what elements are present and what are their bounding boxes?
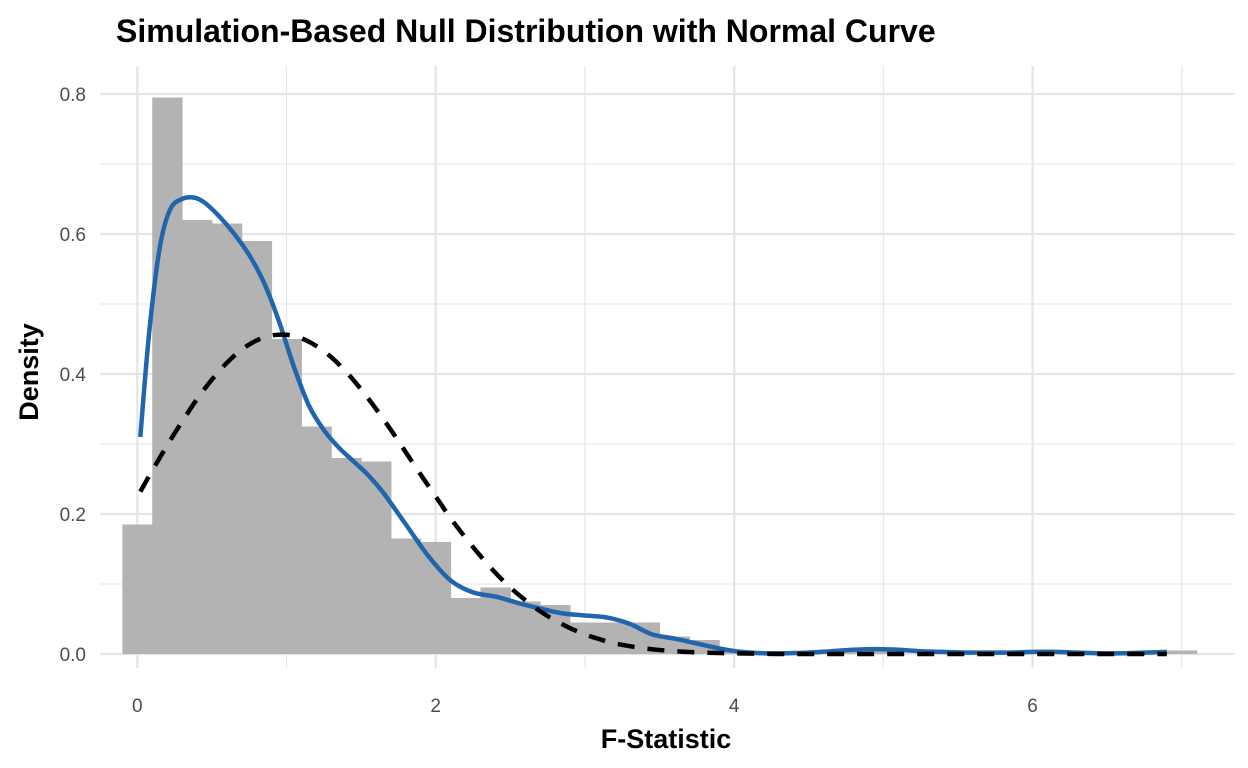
histogram-bar xyxy=(450,598,481,654)
histogram-bar xyxy=(152,97,183,654)
histogram-bar xyxy=(182,220,213,654)
histogram-bar xyxy=(122,524,153,654)
histogram-bar xyxy=(211,223,243,654)
histogram-bar xyxy=(868,650,899,654)
x-tick-label: 0 xyxy=(132,696,143,717)
density-curve-line xyxy=(138,195,1167,656)
histogram-bar xyxy=(1166,650,1198,654)
y-tick-label: 0.0 xyxy=(60,645,86,666)
y-axis-title: Density xyxy=(14,323,44,421)
histogram-bar xyxy=(599,622,631,654)
histogram-bar xyxy=(838,650,869,654)
histogram-bar xyxy=(420,542,452,654)
x-tick-label: 2 xyxy=(430,696,441,717)
x-tick-label: 4 xyxy=(729,696,740,717)
y-tick-label: 0.8 xyxy=(60,85,86,106)
x-axis-title: F-Statistic xyxy=(601,724,732,754)
histogram-bar xyxy=(331,458,362,654)
y-tick-label: 0.6 xyxy=(60,225,86,246)
x-tick-label: 6 xyxy=(1027,696,1038,717)
histogram-bar xyxy=(301,426,332,654)
x-axis-ticks: 0 2 4 6 xyxy=(132,696,1038,717)
normal-curve-line xyxy=(138,332,1167,657)
curves xyxy=(138,195,1167,657)
y-tick-label: 0.2 xyxy=(60,505,86,526)
y-tick-label: 0.4 xyxy=(60,365,87,386)
histogram-bars xyxy=(122,97,1198,654)
histogram-bar xyxy=(390,538,422,654)
chart-title: Simulation-Based Null Distribution with … xyxy=(116,13,936,49)
histogram-bar xyxy=(241,241,273,654)
y-axis-ticks: 0.0 0.2 0.4 0.6 0.8 xyxy=(60,85,87,666)
histogram-bar xyxy=(361,461,392,654)
histogram-bar xyxy=(271,339,302,654)
